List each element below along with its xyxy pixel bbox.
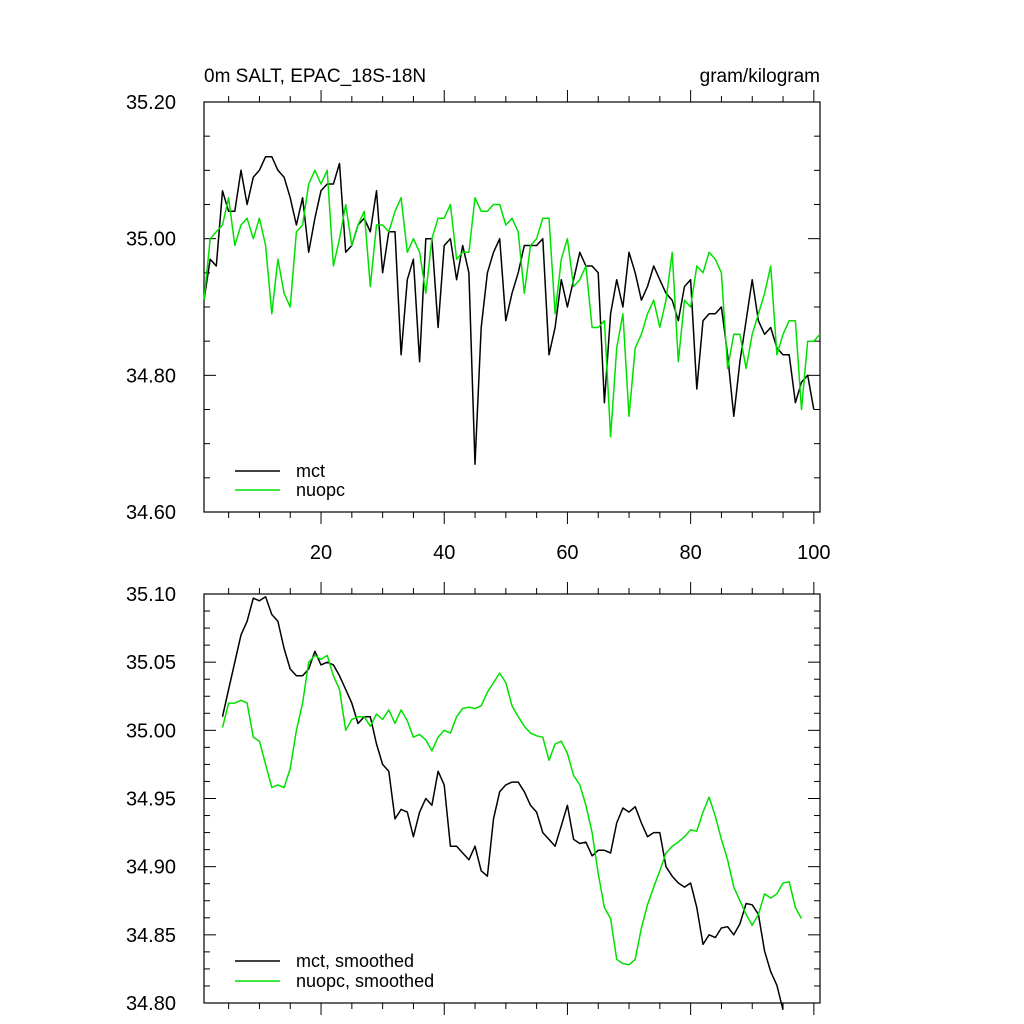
ytick-label: 34.60: [126, 502, 176, 524]
ytick-label: 35.05: [126, 652, 176, 674]
ytick-label: 34.85: [126, 925, 176, 947]
series-line-nuopc-smoothed: [221, 654, 803, 966]
xtick-label: 80: [680, 542, 702, 564]
xtick-label: 20: [310, 542, 332, 564]
series-line-nuopc: [203, 169, 821, 438]
chart-title: 0m SALT, EPAC_18S-18N: [204, 66, 426, 87]
series-lines-top: [203, 155, 821, 465]
ticks-top: 34.60 34.80 35.00 35.20 20 40 60 80 100: [126, 90, 831, 564]
xtick-label: 100: [797, 542, 830, 564]
ytick-label: 34.90: [126, 857, 176, 879]
plot-frame-top: [203, 101, 821, 513]
legend-top: mct nuopc: [235, 461, 345, 500]
legend-label-nuopc: nuopc: [296, 480, 345, 500]
legend-label-nuopc-smoothed: nuopc, smoothed: [296, 971, 434, 991]
legend-label-mct: mct: [296, 461, 325, 481]
ytick-label: 35.00: [126, 229, 176, 251]
xtick-label: 40: [433, 542, 455, 564]
ticks-bottom: 34.80 34.85 34.90 34.95 35.00 35.05 35.10: [126, 582, 820, 1015]
plot-frame-bottom: [203, 593, 821, 1004]
panel-top: 0m SALT, EPAC_18S-18N gram/kilogram 34.6…: [126, 66, 831, 564]
ytick-label: 35.10: [126, 584, 176, 606]
ytick-label: 34.80: [126, 365, 176, 387]
series-line-mct: [203, 155, 815, 465]
legend-bottom: mct, smoothed nuopc, smoothed: [235, 951, 434, 991]
series-line-mct-smoothed: [221, 595, 784, 1010]
xtick-label: 60: [556, 542, 578, 564]
panel-bottom: 34.80 34.85 34.90 34.95 35.00 35.05 35.10 mct,…: [126, 582, 821, 1015]
ytick-label: 34.95: [126, 789, 176, 811]
series-lines-bottom: [221, 595, 803, 1010]
ytick-label: 34.80: [126, 993, 176, 1015]
ytick-label: 35.20: [126, 92, 176, 114]
units-label: gram/kilogram: [700, 66, 820, 87]
ytick-label: 35.00: [126, 720, 176, 742]
legend-label-mct-smoothed: mct, smoothed: [296, 951, 414, 971]
